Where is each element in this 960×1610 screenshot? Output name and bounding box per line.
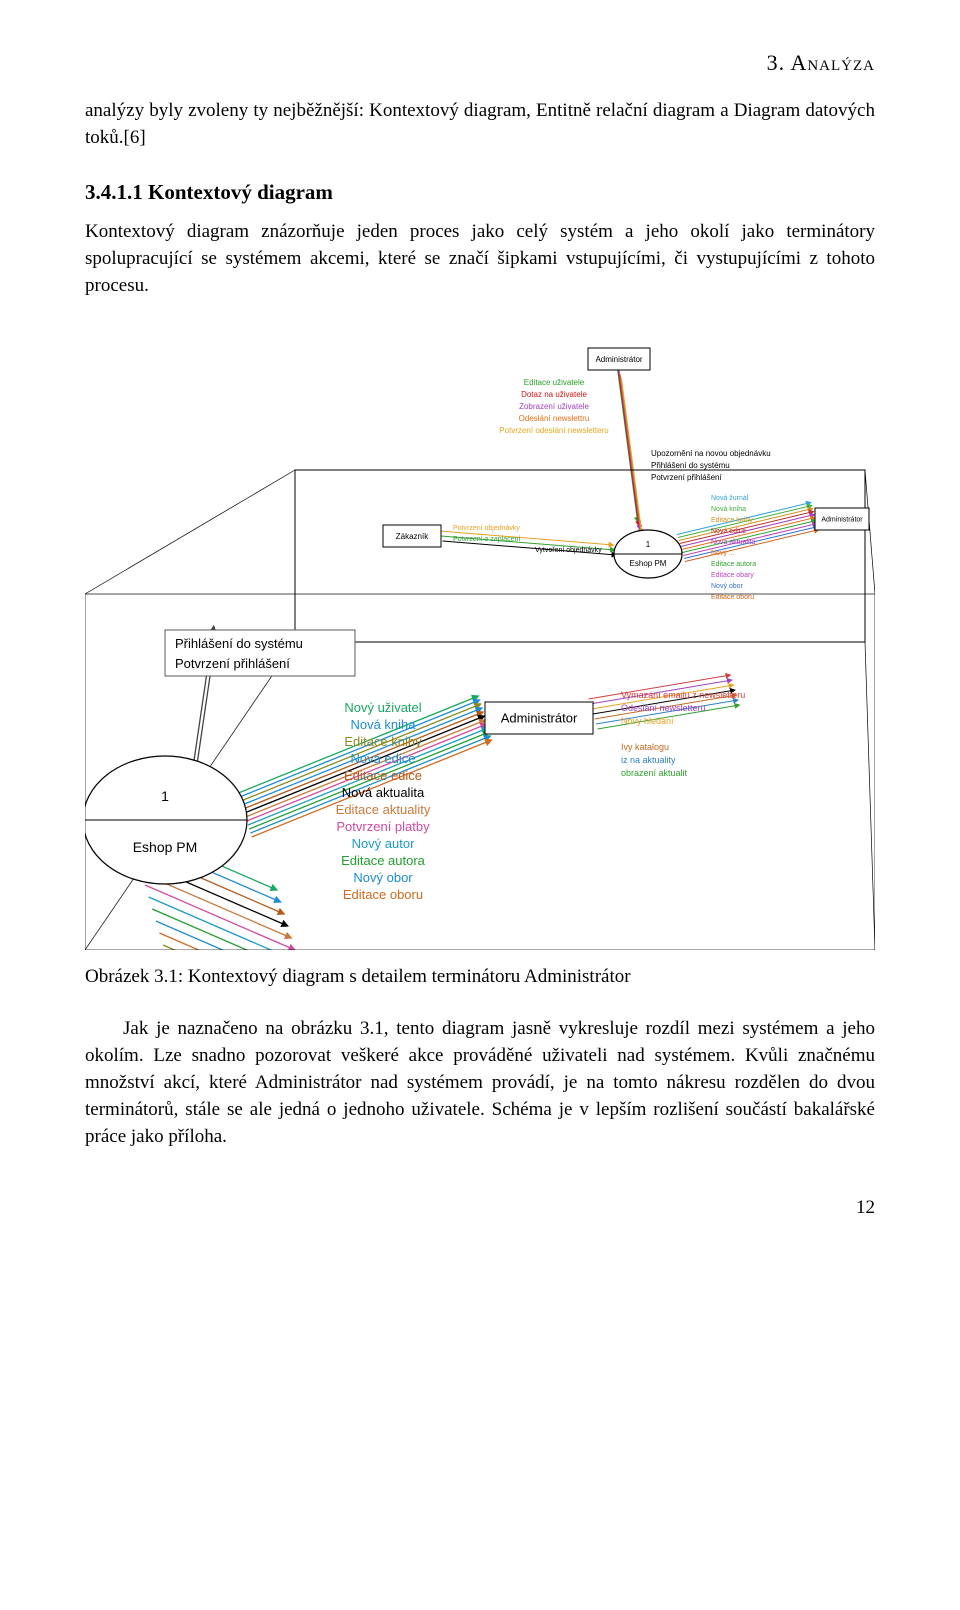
closing-paragraph: Jak je naznačeno na obrázku 3.1, tento d… (85, 1016, 875, 1151)
svg-text:Zobrazení uživatele: Zobrazení uživatele (519, 402, 589, 411)
svg-text:Potvrzení odeslání newsletteru: Potvrzení odeslání newsletteru (499, 426, 608, 435)
svg-text:Editace aktuality: Editace aktuality (336, 802, 431, 817)
svg-text:Nový uživatel: Nový uživatel (344, 700, 421, 715)
svg-text:Upozornění na novou objednávku: Upozornění na novou objednávku (651, 449, 771, 458)
svg-text:Administrátor: Administrátor (821, 516, 863, 523)
svg-text:Nová aktualita: Nová aktualita (342, 785, 425, 800)
figure-caption: Obrázek 3.1: Kontextový diagram s detail… (85, 966, 875, 988)
svg-text:Přihlášení do systému: Přihlášení do systému (651, 461, 730, 470)
svg-text:Administrátor: Administrátor (501, 710, 578, 725)
svg-text:Editace uživatele: Editace uživatele (524, 378, 585, 387)
svg-text:obrazení aktualit: obrazení aktualit (621, 768, 688, 778)
svg-text:Eshop PM: Eshop PM (133, 839, 198, 855)
svg-text:Nová aktualita: Nová aktualita (711, 539, 755, 546)
svg-text:Administrátor: Administrátor (595, 355, 642, 364)
svg-text:Vytvoření objednávky: Vytvoření objednávky (535, 547, 602, 554)
svg-text:Editace edice: Editace edice (344, 768, 422, 783)
context-diagram-figure: Administrátor Zákazník Administrátor Admini… (85, 330, 875, 950)
svg-text:Editace knihy: Editace knihy (711, 517, 753, 524)
svg-text:Nový autor: Nový autor (352, 836, 416, 851)
svg-text:iz na aktuality: iz na aktuality (621, 755, 676, 765)
svg-text:Dotaz na uživatele: Dotaz na uživatele (521, 390, 587, 399)
subsection-body: Kontextový diagram znázorňuje jeden proc… (85, 219, 875, 300)
svg-text:Potvrzení objednávky: Potvrzení objednávky (453, 525, 520, 532)
svg-text:Přihlášení do systému: Přihlášení do systému (175, 636, 303, 651)
svg-text:Novy hledání: Novy hledání (621, 716, 674, 726)
svg-text:1: 1 (646, 540, 651, 549)
svg-text:Potvrzení o zaplacení: Potvrzení o zaplacení (453, 536, 520, 543)
svg-text:Editace autora: Editace autora (711, 561, 756, 568)
subsection-heading: 3.4.1.1 Kontextový diagram (85, 180, 875, 205)
svg-text:Nová edice: Nová edice (350, 751, 415, 766)
svg-text:Eshop PM: Eshop PM (630, 559, 667, 568)
svg-text:Editace oboru: Editace oboru (343, 887, 423, 902)
svg-text:Nový obor: Nový obor (711, 583, 744, 590)
svg-text:1: 1 (161, 788, 169, 804)
page-number: 12 (85, 1197, 875, 1219)
svg-text:Odeslání newslettru: Odeslání newslettru (519, 414, 590, 423)
svg-text:Vymazání emailu z newsletteru: Vymazání emailu z newsletteru (621, 690, 745, 700)
svg-text:Zákazník: Zákazník (396, 532, 429, 541)
svg-text:Nový ...: Nový ... (711, 550, 735, 557)
svg-text:Potvrzení přihlášení: Potvrzení přihlášení (651, 473, 722, 482)
svg-text:Ivy katalogu: Ivy katalogu (621, 742, 669, 752)
svg-text:Nová kniha: Nová kniha (350, 717, 416, 732)
svg-text:Potvrzení přihlášení: Potvrzení přihlášení (175, 656, 290, 671)
svg-text:Editace obary: Editace obary (711, 572, 754, 579)
svg-text:Editace autora: Editace autora (341, 853, 426, 868)
intro-paragraph: analýzy byly zvoleny ty nejběžnější: Kon… (85, 98, 875, 152)
svg-text:Nová kniha: Nová kniha (711, 506, 746, 513)
context-diagram-svg: Administrátor Zákazník Administrátor Admini… (85, 330, 875, 950)
svg-text:Odeslání newsletteru: Odeslání newsletteru (621, 703, 706, 713)
svg-text:Editace knihy: Editace knihy (344, 734, 422, 749)
chapter-heading: 3. Analýza (85, 50, 875, 76)
svg-text:Potvrzení platby: Potvrzení platby (336, 819, 430, 834)
svg-text:Nová edice: Nová edice (711, 528, 746, 535)
svg-text:Nová žurnál: Nová žurnál (711, 495, 749, 502)
svg-text:Nový obor: Nový obor (353, 870, 413, 885)
svg-text:Editace oboru: Editace oboru (711, 594, 754, 601)
